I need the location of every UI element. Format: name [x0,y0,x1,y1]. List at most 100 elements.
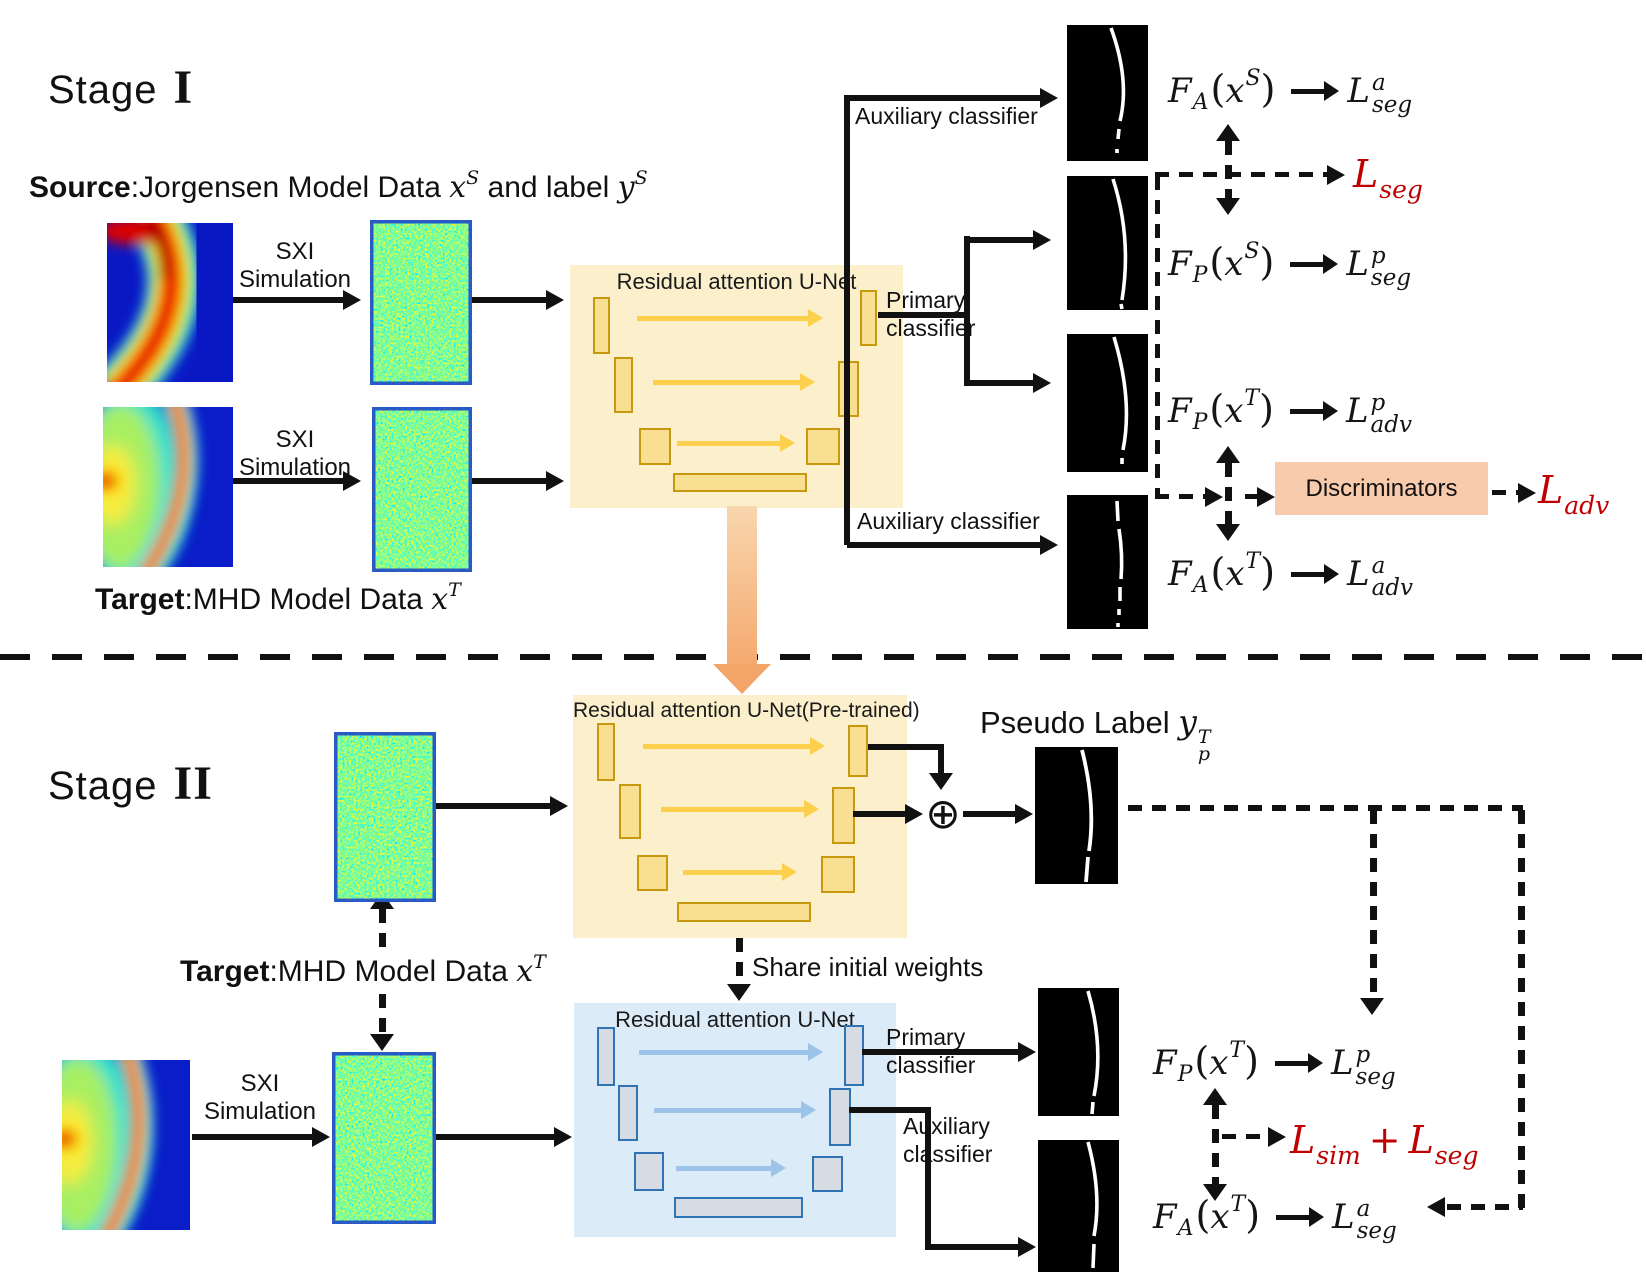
dashed-line-to-lsim [1222,1134,1268,1139]
dashed-double-arrow-adv [1225,463,1232,524]
primary-classifier-label: Primary classifier [886,287,976,341]
discriminators-box: Discriminators [1275,462,1488,515]
arrowhead [1040,535,1058,555]
sxi-simulation-label-top: SXI Simulation [238,238,352,294]
unet-encoder-block [597,1027,615,1086]
unet-decoder-block [860,290,877,346]
arrowhead [546,471,564,491]
dashed-line-to-discriminators [1245,494,1259,499]
dashed-line-into-laseg [1447,1204,1523,1210]
arrowhead [546,290,564,310]
unet-encoder-block [619,784,641,839]
arrowhead [1018,1042,1036,1062]
unet-decoder-block [832,787,855,844]
arrowhead [1216,524,1240,541]
arrow-heatmap-to-noisy-stage2 [192,1134,312,1140]
arrowhead [1203,1184,1227,1201]
maps-to-arrow [1276,1206,1325,1227]
stage2-title: Stage II [48,756,213,811]
segmentation-output-image-aux-target [1067,495,1148,629]
arrowhead [1216,198,1240,215]
pseudo-label-image [1035,747,1118,884]
sxi-simulated-target-image [372,407,472,572]
sxi-simulation-label-bottom: SXI Simulation [238,426,352,482]
arrowhead [1216,446,1240,463]
stage2-unet-box: Residual attention U-Net [574,1003,896,1237]
stage2-pretrained-unet-box: Residual attention U-Net(Pre-trained) [573,695,920,938]
unet-encoder-block [639,428,671,465]
arrow-decoder-to-oplus [853,811,905,817]
dashed-line-to-discriminators [1155,494,1207,499]
skip-connection-arrow [639,1043,823,1061]
pretrained-transfer-arrow [727,506,757,666]
dashed-double-arrow-sim [1212,1105,1219,1184]
arrowhead [1268,1127,1286,1147]
stage2-target-data-label: Target:MHD Model Data xT [180,951,546,989]
arrowhead [312,1127,330,1147]
stage2-auxiliary-classifier-label: Auxiliary classifier [903,1113,993,1167]
unet-decoder-block [806,428,840,465]
target-model-heatmap-image [103,407,233,567]
pretrained-transfer-arrowhead [713,664,771,694]
unet-encoder-block [597,723,615,781]
skip-connection-arrow [637,309,823,327]
skip-connection-arrow [683,863,797,881]
primary-branch-bottom-arrow [967,380,1033,386]
stage1-target-data-label: Target:MHD Model Data xT [95,579,461,617]
unet-decoder-block [829,1088,851,1146]
arrowhead [1257,487,1275,507]
source-model-heatmap-image [107,223,233,382]
arrowhead [727,984,751,1001]
sxi-simulation-label-stage2: SXI Simulation [203,1070,317,1126]
primary-branch-line [964,236,970,386]
stage1-title: Stage I [48,60,193,115]
maps-to-arrow [1291,80,1340,101]
stage1-unet-box: Residual attention U-Net [570,265,903,508]
primary-branch-top-arrow [967,237,1033,243]
auxiliary-classifier-label-bottom: Auxiliary classifier [857,508,1040,534]
dashed-loss-elbow-vertical [1155,176,1160,498]
stage1-roman-numeral: I [173,61,194,114]
arrow-heatmap-to-noisy-top [233,297,343,303]
primary-classifier-line [878,312,968,318]
arrowhead [554,1127,572,1147]
maps-to-arrow [1274,1052,1323,1073]
skip-connection-arrow [661,800,819,818]
dashed-line-to-ladv [1492,490,1520,495]
skip-connection-arrow [676,1159,786,1177]
arrowhead [1518,483,1536,503]
dashed-double-arrow-seg [1225,141,1232,198]
skip-connection-arrow [654,1101,816,1119]
dashed-branch-to-lpseg [1370,810,1377,998]
arrowhead [1040,88,1058,108]
stage2-auxiliary-elbow [925,1107,931,1247]
segmentation-output-image-primary-target [1067,334,1148,472]
skip-connection-arrow [643,737,825,755]
unet-bottleneck-block [677,902,811,922]
unet-decoder-block [848,725,868,777]
stage2-primary-output-image [1038,988,1119,1116]
stage2-roman-numeral: II [173,757,213,810]
unet-bottleneck-block [674,1197,803,1218]
stage2-auxiliary-output-image [1038,1140,1119,1272]
arrowhead [1427,1197,1445,1217]
unet-decoder-block [821,856,855,893]
arrowhead [550,796,568,816]
arrow-noisy-to-blue-unet [436,1134,554,1140]
loss-adv-label: Ladv [1538,468,1610,520]
unet-bottleneck-block [673,473,807,492]
arrowhead [905,804,923,824]
dashed-pseudo-label-line [1128,805,1523,811]
stage-divider-dashed-line [0,654,1646,660]
dashed-branch-to-laseg [1518,810,1525,1210]
share-weights-label: Share initial weights [752,952,984,982]
sxi-simulated-source-image [370,220,472,385]
stage1-title-text: Stage [48,68,158,112]
oplus-fusion-symbol: ⊕ [925,789,961,838]
dashed-line-to-lseg [1155,172,1327,177]
fusion-elbow-line [868,744,944,750]
source-data-label: Source:Jorgensen Model Data xS and label… [29,167,648,205]
